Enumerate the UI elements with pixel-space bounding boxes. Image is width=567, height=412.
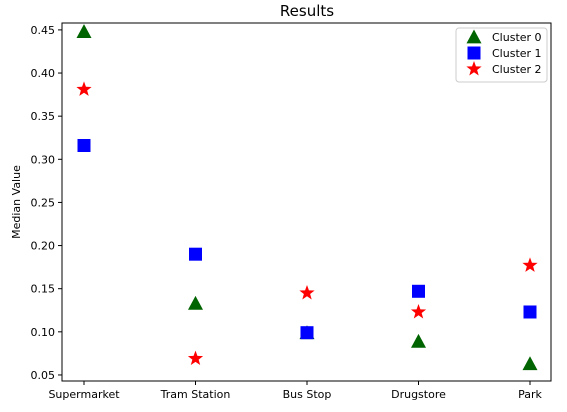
x-tick-label: Bus Stop bbox=[283, 388, 332, 401]
x-tick-label: Park bbox=[518, 388, 542, 401]
cluster-2-point bbox=[76, 81, 92, 96]
legend-marker-cluster-1 bbox=[467, 46, 481, 60]
legend-label-cluster-0: Cluster 0 bbox=[492, 31, 542, 44]
cluster-1-point bbox=[523, 305, 537, 319]
cluster-2-point bbox=[522, 257, 538, 272]
y-axis: 0.05 0.10 0.15 0.20 0.25 0.30 0.35 0.40 0.45 bbox=[31, 24, 62, 382]
cluster-2-point bbox=[410, 303, 427, 319]
cluster-1-point bbox=[412, 284, 425, 298]
legend-label-cluster-2: Cluster 2 bbox=[492, 63, 542, 76]
cluster-2-point bbox=[299, 285, 315, 300]
data-points bbox=[76, 24, 538, 371]
y-tick-label: 0.05 bbox=[31, 369, 56, 382]
x-axis: Supermarket Tram Station Bus Stop Drugstore… bbox=[48, 381, 543, 401]
x-tick-label: Tram Station bbox=[160, 388, 231, 401]
cluster-1-point bbox=[189, 247, 202, 261]
x-tick-label: Drugstore bbox=[391, 388, 446, 401]
y-axis-label: Median Value bbox=[10, 165, 23, 239]
cluster-0-point bbox=[411, 333, 426, 348]
legend: Cluster 0 Cluster 1 Cluster 2 bbox=[455, 27, 548, 83]
y-tick-label: 0.40 bbox=[31, 67, 56, 80]
y-tick-label: 0.20 bbox=[31, 240, 56, 253]
x-tick-label: Supermarket bbox=[48, 388, 120, 401]
y-tick-label: 0.45 bbox=[31, 24, 56, 37]
legend-label-cluster-1: Cluster 1 bbox=[492, 47, 542, 60]
cluster-0-point bbox=[188, 295, 203, 310]
cluster-1-point bbox=[300, 326, 314, 340]
cluster-0-point bbox=[76, 24, 92, 39]
cluster-2-point bbox=[187, 350, 204, 366]
legend-marker-cluster-2 bbox=[466, 61, 482, 76]
y-tick-label: 0.10 bbox=[31, 326, 56, 339]
y-tick-label: 0.25 bbox=[31, 196, 56, 209]
legend-marker-cluster-0 bbox=[466, 29, 482, 44]
y-tick-label: 0.15 bbox=[31, 283, 56, 296]
cluster-0-point bbox=[522, 356, 538, 371]
cluster-1-point bbox=[77, 138, 91, 152]
y-tick-label: 0.35 bbox=[31, 110, 56, 123]
y-tick-label: 0.30 bbox=[31, 153, 56, 166]
chart-title: Results bbox=[280, 2, 334, 20]
